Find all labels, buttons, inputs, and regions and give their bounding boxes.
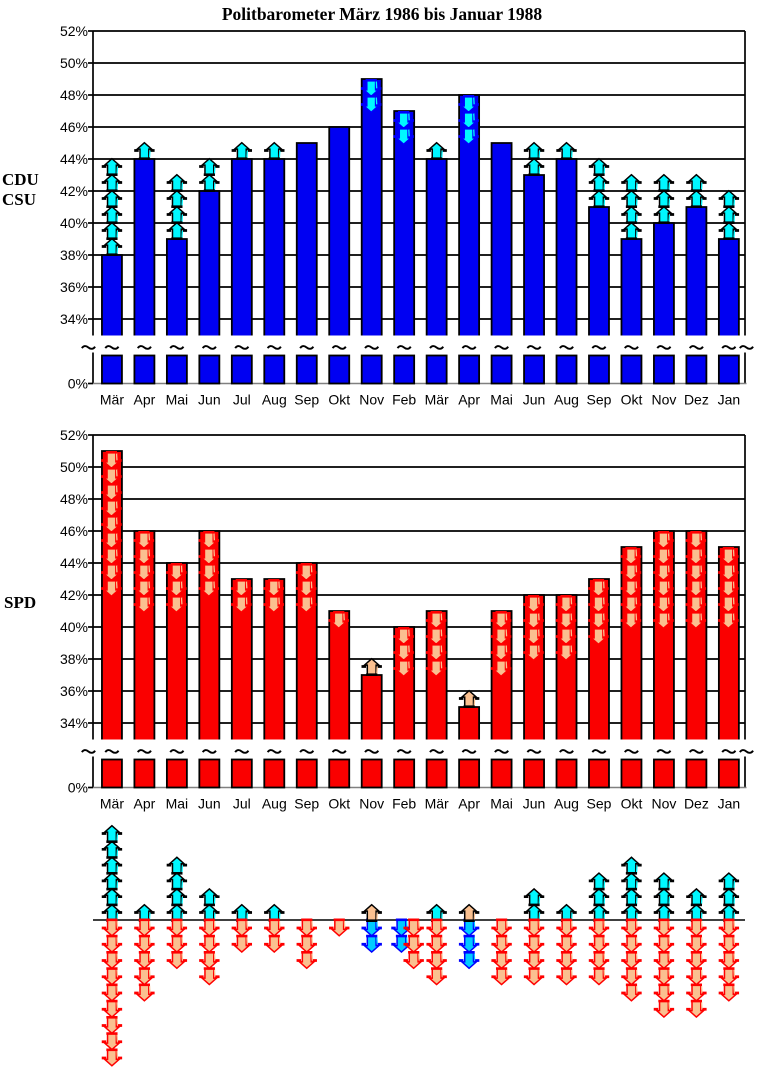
svg-text:34%: 34% — [60, 715, 88, 731]
svg-text:Mär: Mär — [100, 392, 124, 408]
svg-text:46%: 46% — [60, 119, 88, 135]
svg-text:38%: 38% — [60, 247, 88, 263]
svg-text:42%: 42% — [60, 183, 88, 199]
svg-text:Feb: Feb — [392, 796, 416, 812]
svg-text:36%: 36% — [60, 683, 88, 699]
svg-text:Mai: Mai — [490, 796, 513, 812]
svg-text:CDU: CDU — [2, 170, 39, 189]
svg-text:0%: 0% — [68, 780, 88, 796]
svg-text:42%: 42% — [60, 587, 88, 603]
svg-text:Mai: Mai — [166, 392, 189, 408]
svg-text:50%: 50% — [60, 459, 88, 475]
svg-text:Sep: Sep — [294, 796, 319, 812]
svg-text:44%: 44% — [60, 151, 88, 167]
svg-text:Jan: Jan — [718, 392, 741, 408]
svg-text:Feb: Feb — [392, 392, 416, 408]
svg-text:Apr: Apr — [458, 796, 480, 812]
svg-text:40%: 40% — [60, 215, 88, 231]
svg-text:Mär: Mär — [425, 796, 449, 812]
svg-text:Nov: Nov — [651, 392, 676, 408]
svg-text:Nov: Nov — [651, 796, 676, 812]
svg-text:Aug: Aug — [554, 796, 579, 812]
svg-text:Dez: Dez — [684, 796, 709, 812]
svg-text:Jun: Jun — [523, 392, 546, 408]
svg-text:Aug: Aug — [262, 392, 287, 408]
svg-text:Jun: Jun — [198, 392, 221, 408]
svg-text:Jan: Jan — [718, 796, 741, 812]
svg-text:48%: 48% — [60, 491, 88, 507]
svg-text:38%: 38% — [60, 651, 88, 667]
svg-text:Mär: Mär — [425, 392, 449, 408]
svg-text:Mär: Mär — [100, 796, 124, 812]
svg-text:Aug: Aug — [262, 796, 287, 812]
svg-text:44%: 44% — [60, 555, 88, 571]
svg-text:Apr: Apr — [134, 392, 156, 408]
svg-text:Jun: Jun — [198, 796, 221, 812]
svg-text:52%: 52% — [60, 23, 88, 39]
svg-text:48%: 48% — [60, 87, 88, 103]
svg-text:50%: 50% — [60, 55, 88, 71]
svg-text:Sep: Sep — [587, 392, 612, 408]
svg-text:Dez: Dez — [684, 392, 709, 408]
svg-text:Okt: Okt — [621, 796, 643, 812]
svg-text:46%: 46% — [60, 523, 88, 539]
svg-text:Nov: Nov — [359, 392, 384, 408]
svg-text:Okt: Okt — [328, 796, 350, 812]
svg-text:Apr: Apr — [458, 392, 480, 408]
svg-text:0%: 0% — [68, 376, 88, 392]
svg-text:Mai: Mai — [490, 392, 513, 408]
svg-text:Jul: Jul — [233, 796, 251, 812]
svg-text:Okt: Okt — [621, 392, 643, 408]
svg-text:Nov: Nov — [359, 796, 384, 812]
svg-text:Aug: Aug — [554, 392, 579, 408]
svg-text:Okt: Okt — [328, 392, 350, 408]
svg-text:Jul: Jul — [233, 392, 251, 408]
svg-text:Sep: Sep — [294, 392, 319, 408]
svg-text:Sep: Sep — [587, 796, 612, 812]
svg-text:Politbarometer März 1986 bis J: Politbarometer März 1986 bis Januar 1988 — [222, 4, 543, 24]
svg-text:34%: 34% — [60, 311, 88, 327]
svg-text:SPD: SPD — [4, 593, 36, 612]
svg-text:Apr: Apr — [134, 796, 156, 812]
svg-text:CSU: CSU — [2, 190, 36, 209]
svg-text:Jun: Jun — [523, 796, 546, 812]
svg-text:40%: 40% — [60, 619, 88, 635]
svg-text:Mai: Mai — [166, 796, 189, 812]
svg-text:36%: 36% — [60, 279, 88, 295]
svg-text:52%: 52% — [60, 427, 88, 443]
